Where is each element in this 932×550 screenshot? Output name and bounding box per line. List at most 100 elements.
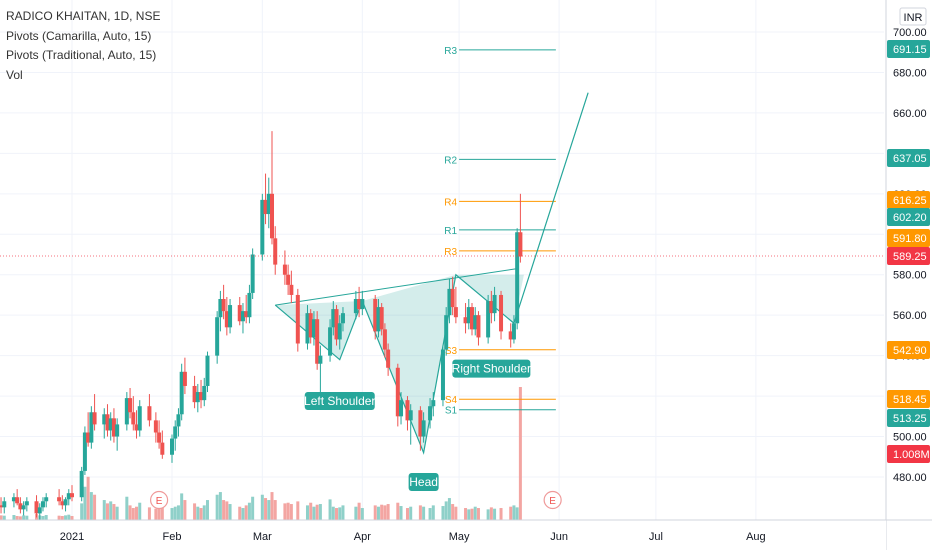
candle-body (124, 398, 129, 425)
price-axis[interactable]: 480.00500.00520.00540.00560.00580.00600.… (885, 0, 932, 550)
price-badge-label: 518.45 (893, 394, 927, 406)
time-tick: 2021 (60, 531, 84, 543)
volume-bar (486, 509, 490, 520)
candle-body (131, 412, 136, 425)
pivot-label: S1 (445, 406, 458, 417)
pivot-label: R3 (444, 46, 457, 57)
candle-body (399, 400, 404, 417)
volume-bar (509, 506, 513, 520)
price-badge-label: 513.25 (893, 413, 927, 425)
candle-body (408, 410, 413, 421)
candle-body (250, 254, 255, 293)
pattern-label: Left Shoulder (304, 394, 375, 408)
candle-body (508, 331, 513, 340)
volume-bar (125, 496, 129, 520)
volume-bar (260, 494, 264, 520)
volume-bar (115, 506, 119, 520)
candle-body (334, 309, 339, 340)
time-axis[interactable]: 2021 Feb Mar Apr May Jun Jul Aug (0, 519, 932, 550)
candle-body (428, 406, 433, 421)
volume-bar (80, 503, 84, 520)
candle-body (0, 505, 4, 508)
volume-bar (25, 515, 29, 520)
candle-body (405, 400, 410, 421)
volume-bar (251, 496, 255, 520)
volume-bar (405, 508, 409, 520)
candle-body (273, 238, 278, 265)
candle-body (266, 193, 271, 215)
candle-body (240, 311, 245, 322)
price-tick: 560.00 (893, 310, 927, 322)
candle-body (260, 199, 265, 255)
candle-body (82, 432, 87, 471)
candle-body (340, 313, 345, 324)
volume-bar (354, 506, 358, 520)
volume-bar (312, 506, 316, 520)
volume-bar (180, 493, 184, 520)
head-fill (362, 274, 456, 453)
candle-body (202, 385, 207, 401)
price-badge (887, 409, 930, 427)
price-badge (887, 40, 930, 58)
price-badge (887, 445, 930, 463)
candle-body (57, 497, 62, 502)
volume-bar (105, 503, 109, 520)
volume-bar (428, 508, 432, 520)
indicator-volume[interactable]: Vol (6, 67, 23, 82)
volume-bar (373, 505, 377, 520)
candle-body (18, 503, 23, 510)
candle-body (518, 232, 523, 257)
pivot-label: R4 (444, 197, 457, 208)
symbol-title[interactable]: RADICO KHAITAN, 1D, NSE (6, 9, 161, 23)
candle-body (66, 493, 71, 500)
candle-body (476, 315, 481, 338)
pattern-label-box (452, 359, 531, 378)
time-tick: Mar (253, 531, 272, 543)
price-badge (887, 247, 930, 265)
volume-bar (418, 505, 422, 520)
candle-body (395, 367, 400, 417)
candle-body (453, 307, 458, 318)
candle-body (60, 501, 65, 506)
indicator-camarilla[interactable]: Pivots (Camarilla, Auto, 15) (6, 28, 152, 43)
currency-label: INR (904, 12, 923, 24)
volume-bar (383, 505, 387, 520)
volume-bar (18, 516, 22, 520)
candle-body (176, 414, 181, 427)
volume-bar (70, 516, 74, 520)
candle-body (373, 299, 378, 332)
volume-bar (215, 494, 219, 520)
candle-body (170, 438, 174, 455)
volume-bar (447, 498, 451, 520)
head-and-shoulders-pattern[interactable]: Left Shoulder Head Right Shoulder (274, 92, 589, 491)
time-tick: Jul (649, 531, 663, 543)
volume-bar (467, 509, 471, 520)
price-badge-label: 589.25 (893, 251, 927, 263)
indicator-traditional[interactable]: Pivots (Traditional, Auto, 15) (6, 48, 157, 62)
earnings-label: E (549, 496, 556, 507)
candle-body (421, 420, 426, 437)
volume-bar (444, 501, 448, 520)
time-axis-bg (0, 520, 886, 550)
candle-body (244, 311, 249, 318)
candle-body (318, 355, 323, 364)
volume-bar (286, 502, 290, 520)
volume-bar (499, 508, 503, 520)
candle-body (463, 317, 468, 324)
candle-body (489, 301, 494, 314)
candle-body (499, 294, 504, 332)
pattern-label: Right Shoulder (452, 362, 531, 376)
volume-bar (273, 500, 277, 520)
candle-body (173, 426, 178, 439)
candle-body (195, 392, 200, 403)
candle-body (24, 501, 29, 506)
volume-bar (67, 514, 71, 520)
candle-body (79, 470, 84, 498)
currency-box (899, 7, 927, 26)
volume-bar (451, 504, 455, 520)
candle-body (86, 432, 91, 443)
candle-body (153, 420, 158, 433)
